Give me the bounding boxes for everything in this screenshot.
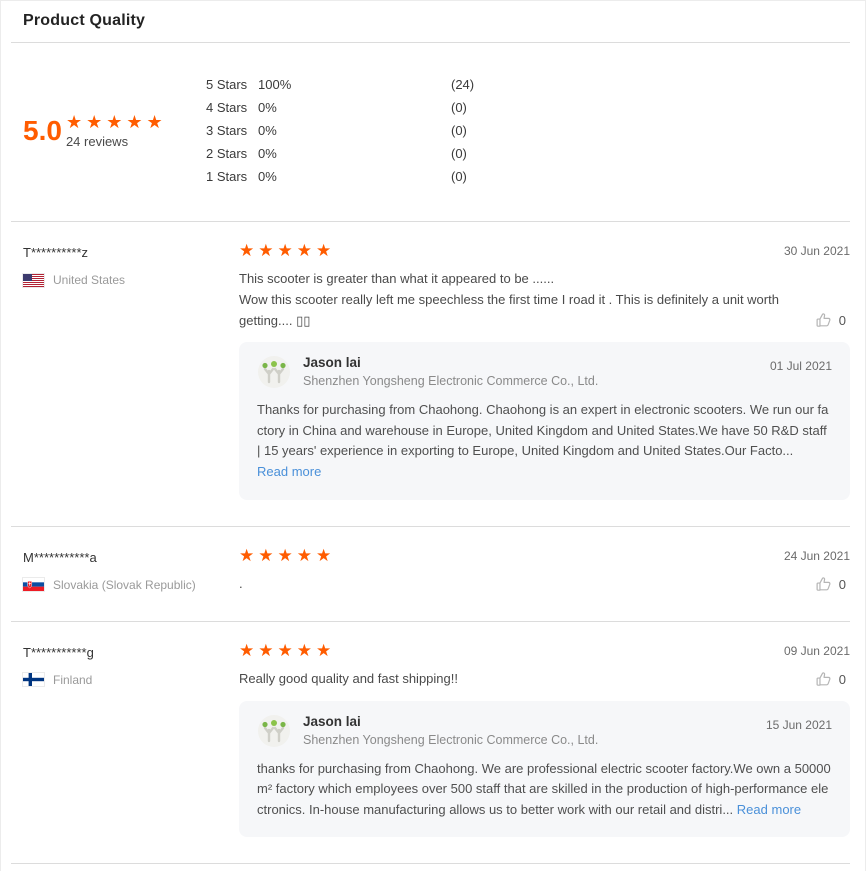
review-text: . bbox=[239, 575, 243, 591]
reply-text: Thanks for purchasing from Chaohong. Cha… bbox=[257, 402, 829, 479]
reviews-count-label: 24 reviews bbox=[65, 133, 129, 149]
review-date: 30 Jun 2021 bbox=[783, 244, 850, 258]
read-more-link[interactable]: Read more bbox=[257, 463, 322, 479]
seller-avatar bbox=[257, 355, 291, 389]
reviewer-country-label: Slovakia (Slovak Republic) bbox=[53, 577, 196, 592]
panel-header: Product Quality bbox=[1, 1, 865, 42]
like-button[interactable]: 0 bbox=[811, 310, 850, 331]
breakdown-row-4-stars: 4 Stars 0% (0) bbox=[206, 100, 467, 115]
review-date: 24 Jun 2021 bbox=[783, 548, 850, 563]
review-text: This scooter is greater than what it app… bbox=[239, 271, 779, 328]
average-score: 5.0 bbox=[23, 114, 62, 146]
thumbs-up-icon bbox=[815, 671, 832, 688]
breakdown-row-2-stars: 2 Stars 0% (0) bbox=[206, 146, 467, 161]
divider bbox=[11, 525, 850, 527]
reply-company: Shenzhen Yongsheng Electronic Commerce C… bbox=[303, 374, 599, 389]
average-star-rating: ★★★★★ bbox=[65, 111, 167, 132]
thumbs-up-icon bbox=[815, 312, 832, 329]
like-count: 0 bbox=[838, 576, 846, 592]
reply-company: Shenzhen Yongsheng Electronic Commerce C… bbox=[303, 732, 599, 747]
reviewer-country-label: Finland bbox=[53, 672, 93, 687]
flag-finland-icon bbox=[23, 673, 44, 687]
seller-reply: Jason lai Shenzhen Yongsheng Electronic … bbox=[239, 700, 850, 838]
review-card: T**********z United States ★★★★★ 30 Jun … bbox=[1, 222, 865, 526]
read-more-link[interactable]: Read more bbox=[736, 801, 802, 817]
reviewer-name: M***********a bbox=[23, 549, 97, 565]
reply-author: Jason lai bbox=[303, 355, 361, 371]
like-count: 0 bbox=[838, 671, 846, 687]
review-date: 09 Jun 2021 bbox=[783, 643, 850, 658]
reviewer-country-label: United States bbox=[53, 273, 126, 287]
reviewer-name: T***********g bbox=[23, 644, 94, 660]
breakdown-row-1-stars: 1 Stars 0% (0) bbox=[206, 169, 467, 184]
breakdown-row-3-stars: 3 Stars 0% (0) bbox=[206, 123, 467, 138]
reply-text: thanks for purchasing from Chaohong. We … bbox=[257, 760, 831, 817]
divider bbox=[11, 620, 850, 622]
divider bbox=[11, 221, 850, 222]
divider bbox=[11, 42, 850, 43]
review-card: M***********a Slovakia (Slovak Republic)… bbox=[1, 527, 865, 621]
reply-author: Jason lai bbox=[303, 713, 361, 729]
seller-avatar bbox=[257, 714, 291, 748]
like-button[interactable]: 0 bbox=[811, 574, 850, 595]
breakdown-row-5-stars: 5 Stars 100% (24) bbox=[206, 77, 475, 92]
reviewer-name: T**********z bbox=[23, 245, 89, 260]
rating-score-block: 5.0 ★★★★★ 24 reviews bbox=[23, 113, 206, 149]
review-text: Really good quality and fast shipping!! bbox=[239, 670, 458, 686]
reply-date: 15 Jun 2021 bbox=[765, 717, 832, 732]
page-title: Product Quality bbox=[23, 12, 146, 29]
seller-reply: Jason lai Shenzhen Yongsheng Electronic … bbox=[239, 342, 850, 500]
like-button[interactable]: 0 bbox=[811, 669, 850, 690]
flag-slovakia-icon bbox=[23, 578, 44, 592]
like-count: 0 bbox=[838, 313, 846, 329]
review-star-rating: ★★★★★ bbox=[239, 241, 336, 260]
rating-summary: 5.0 ★★★★★ 24 reviews 5 Stars 100% (24) 4… bbox=[1, 43, 865, 221]
thumbs-up-icon bbox=[815, 576, 832, 593]
star-breakdown: 5 Stars 100% (24) 4 Stars 0% (0) 3 Stars… bbox=[206, 73, 474, 188]
review-star-rating: ★★★★★ bbox=[239, 640, 336, 660]
review-star-rating: ★★★★★ bbox=[239, 545, 336, 565]
reply-date: 01 Jul 2021 bbox=[769, 359, 832, 374]
review-card: T***********g Finland ★★★★★ 09 Jun 2021 … bbox=[1, 622, 865, 864]
flag-united-states-icon bbox=[23, 273, 44, 287]
